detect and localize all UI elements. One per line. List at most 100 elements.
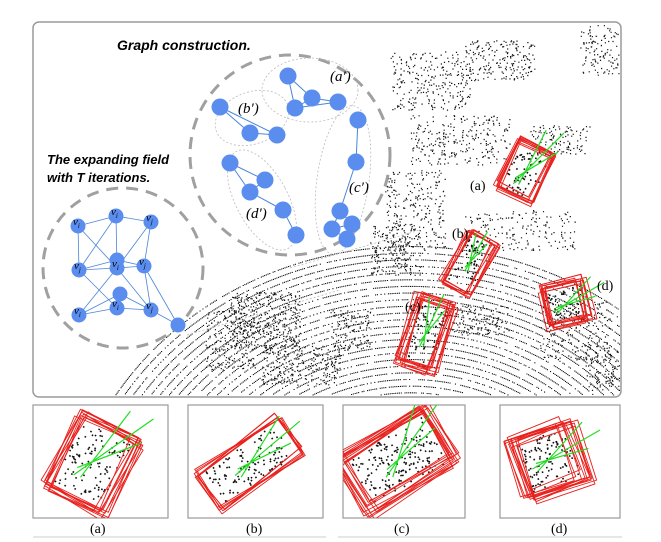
box-group-b xyxy=(437,228,501,300)
field-node xyxy=(143,214,159,230)
bounding-box xyxy=(394,296,449,373)
clutter-points xyxy=(530,125,591,157)
direction-line xyxy=(240,415,280,478)
clutter-points xyxy=(330,310,372,351)
bounding-box xyxy=(510,422,591,503)
graph-node xyxy=(256,171,274,189)
bounding-box xyxy=(345,405,460,510)
direction-line xyxy=(237,442,292,470)
subpanel-label-c: (c) xyxy=(394,522,410,537)
graph-node xyxy=(241,183,259,201)
bounding-box xyxy=(441,230,492,295)
clutter-points xyxy=(465,210,576,251)
object-points xyxy=(351,417,445,503)
subpanel-label-b: (b) xyxy=(246,522,263,537)
cluster-label-c: (c′) xyxy=(349,180,369,196)
object-points xyxy=(518,432,580,493)
direction-line xyxy=(537,421,583,472)
clutter-points xyxy=(390,50,471,111)
field-node xyxy=(70,218,86,234)
graph-node xyxy=(274,201,292,219)
scene-label-a: (a) xyxy=(470,179,486,194)
graph-node xyxy=(349,111,367,129)
node-label: vi xyxy=(74,305,81,319)
point-cloud xyxy=(205,25,621,391)
bounding-box xyxy=(517,422,592,498)
direction-line xyxy=(418,310,446,343)
field-nodes: vi vi vj vj vi vj vi vi vj xyxy=(70,206,186,333)
field-node xyxy=(136,258,152,274)
direction-line xyxy=(392,405,416,478)
clutter-points xyxy=(451,305,510,336)
graph-node xyxy=(343,215,361,233)
sub-boxes-a xyxy=(40,408,154,518)
direction-line xyxy=(418,293,445,348)
graph-node xyxy=(287,226,305,244)
field-node xyxy=(143,302,159,318)
box-group-c xyxy=(392,290,460,377)
sub-boxes-c xyxy=(343,405,462,518)
graph-node xyxy=(279,67,297,85)
direction-line xyxy=(385,405,438,478)
scan-ring xyxy=(133,259,620,395)
bounding-box xyxy=(544,283,589,329)
subpanel-label-a: (a) xyxy=(90,522,106,537)
cluster-ellipse-c xyxy=(314,105,372,255)
direction-line xyxy=(512,132,565,185)
subpanel-clip xyxy=(193,412,306,515)
graph-node xyxy=(338,230,356,248)
main-panel: (a) (b) (c) (d) (a′) (b′) (c′) (d′) Grap… xyxy=(32,21,622,398)
object-points xyxy=(546,286,585,323)
cluster-ellipse-d xyxy=(227,149,297,251)
bounding-box xyxy=(540,273,592,325)
scan-ring xyxy=(115,245,619,396)
scan-ring xyxy=(169,285,619,396)
graph-node xyxy=(303,89,321,107)
field-node xyxy=(108,208,124,224)
graph-construction-caption: Graph construction. xyxy=(117,37,251,53)
cluster-label-a: (a′) xyxy=(330,69,351,85)
node-label: vj xyxy=(146,300,153,314)
bounding-box xyxy=(496,135,553,198)
sub-boxes-d xyxy=(503,416,601,505)
field-node xyxy=(71,262,87,278)
scene-label-c: (c) xyxy=(405,300,421,315)
subpanel-content xyxy=(40,405,601,518)
field-edge xyxy=(116,267,152,311)
field-node xyxy=(109,300,125,316)
node-label: vj xyxy=(139,256,146,270)
graph-node xyxy=(331,202,349,220)
bounding-box xyxy=(492,137,552,203)
node-label: vj xyxy=(74,260,81,274)
bounding-box xyxy=(444,229,501,296)
direction-line xyxy=(518,130,547,185)
subpanel-clip xyxy=(40,408,154,518)
bounding-box xyxy=(194,417,305,509)
direction-line xyxy=(552,281,605,313)
connector-line xyxy=(186,289,341,336)
box-group-d xyxy=(537,273,605,333)
graph-node xyxy=(329,93,347,111)
expanding-field-caption-line2: with T iterations. xyxy=(47,170,150,185)
scan-ring xyxy=(201,305,620,392)
bounding-box xyxy=(47,414,143,518)
subpanel-clip xyxy=(503,416,601,505)
scan-ring xyxy=(331,378,491,396)
bounding-box xyxy=(398,291,452,369)
scan-ring xyxy=(227,325,594,395)
cluster-label-b: (b′) xyxy=(238,101,259,117)
graph-nodes xyxy=(211,67,367,248)
direction-line xyxy=(532,429,601,470)
connector-line xyxy=(289,229,421,269)
field-edge xyxy=(78,215,117,271)
scan-ring xyxy=(241,332,583,395)
bounding-box xyxy=(503,420,583,499)
proposal-boxes xyxy=(392,130,605,377)
graph-edge xyxy=(339,161,357,212)
scan-ring xyxy=(380,392,439,396)
scan-ring xyxy=(273,352,546,395)
cluster-label-d: (d′) xyxy=(246,206,267,222)
scan-ring xyxy=(249,339,571,395)
subpanel-clip xyxy=(343,405,462,518)
